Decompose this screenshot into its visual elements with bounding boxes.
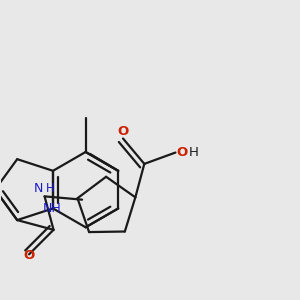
Text: N: N <box>34 182 44 195</box>
Text: H: H <box>188 146 198 159</box>
Text: NH: NH <box>43 202 61 215</box>
Text: O: O <box>177 146 188 159</box>
Text: O: O <box>117 124 129 137</box>
Text: O: O <box>23 249 35 262</box>
Text: H: H <box>46 182 54 195</box>
